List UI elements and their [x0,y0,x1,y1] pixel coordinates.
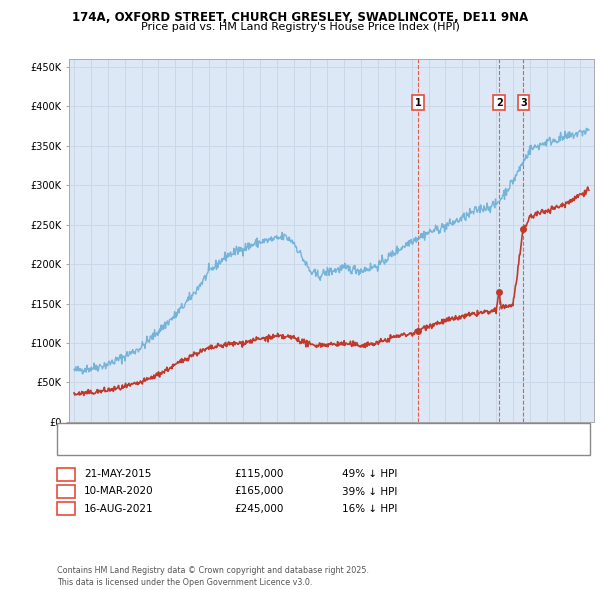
Text: 16-AUG-2021: 16-AUG-2021 [84,504,154,513]
Text: 49% ↓ HPI: 49% ↓ HPI [342,470,397,479]
Text: 2: 2 [496,97,503,107]
Text: £165,000: £165,000 [234,487,283,496]
Text: £115,000: £115,000 [234,470,283,479]
Text: Price paid vs. HM Land Registry's House Price Index (HPI): Price paid vs. HM Land Registry's House … [140,22,460,32]
Text: 174A, OXFORD STREET, CHURCH GRESLEY, SWADLINCOTE, DE11 9NA: 174A, OXFORD STREET, CHURCH GRESLEY, SWA… [72,11,528,24]
Text: 10-MAR-2020: 10-MAR-2020 [84,487,154,496]
Text: Contains HM Land Registry data © Crown copyright and database right 2025.
This d: Contains HM Land Registry data © Crown c… [57,566,369,587]
Text: 39% ↓ HPI: 39% ↓ HPI [342,487,397,496]
Text: HPI: Average price, detached house, South Derbyshire: HPI: Average price, detached house, Sout… [89,442,326,452]
Text: 1: 1 [62,470,70,479]
Text: 21-MAY-2015: 21-MAY-2015 [84,470,151,479]
Text: £245,000: £245,000 [234,504,283,513]
Text: 1: 1 [415,97,421,107]
Text: 174A, OXFORD STREET, CHURCH GRESLEY, SWADLINCOTE, DE11 9NA (detached house): 174A, OXFORD STREET, CHURCH GRESLEY, SWA… [89,428,475,438]
Text: 16% ↓ HPI: 16% ↓ HPI [342,504,397,513]
Text: 3: 3 [62,504,70,513]
Text: 3: 3 [520,97,527,107]
Text: 2: 2 [62,487,70,496]
